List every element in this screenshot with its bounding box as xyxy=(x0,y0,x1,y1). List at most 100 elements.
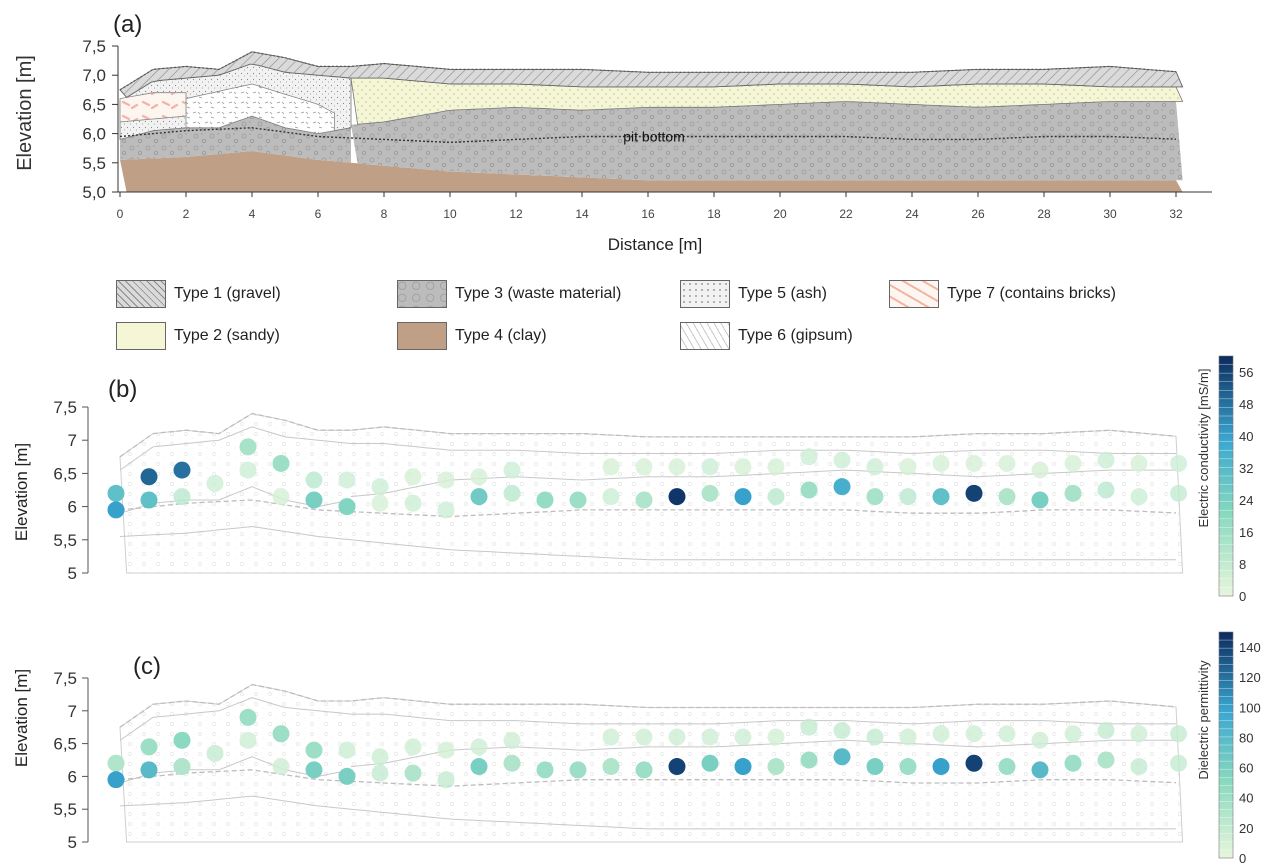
data-point xyxy=(503,731,521,749)
data-point xyxy=(965,484,983,502)
data-point xyxy=(1170,754,1188,772)
legend-label: Type 6 (gipsum) xyxy=(738,327,853,344)
data-point xyxy=(1064,725,1082,743)
data-point xyxy=(1170,725,1188,743)
data-point xyxy=(1130,758,1148,776)
annotation-pit-bottom: pit bottom xyxy=(623,129,684,145)
top-surface-line xyxy=(119,412,1177,458)
colorbar-label-c: Dielectric permittivity xyxy=(1196,660,1211,780)
data-point xyxy=(371,494,389,512)
y-tick-label: 6 xyxy=(68,498,77,517)
colorbar-tick-label: 0 xyxy=(1239,589,1246,604)
x-tick-label-a: 32 xyxy=(1169,207,1183,221)
layer-boundary xyxy=(119,525,1176,561)
data-point xyxy=(767,728,785,746)
data-point xyxy=(635,728,653,746)
data-point xyxy=(371,478,389,496)
colorbar-tick-label: 120 xyxy=(1239,670,1261,685)
data-point xyxy=(437,501,455,519)
y-tick-label: 5,5 xyxy=(53,531,77,550)
data-point xyxy=(338,471,356,489)
data-point xyxy=(437,471,455,489)
data-point xyxy=(998,725,1016,743)
x-tick-label-a: 0 xyxy=(117,207,124,221)
colorbar-label-b: Electric conductivity [mS/m] xyxy=(1196,369,1211,528)
data-point xyxy=(206,744,224,762)
x-tick-label-a: 4 xyxy=(249,207,256,221)
data-point xyxy=(470,738,488,756)
data-point xyxy=(437,771,455,789)
data-point xyxy=(239,731,257,749)
data-point xyxy=(1064,454,1082,472)
data-point xyxy=(635,761,653,779)
x-tick-label-a: 30 xyxy=(1103,207,1117,221)
data-point xyxy=(833,721,851,739)
data-point xyxy=(965,725,983,743)
data-point xyxy=(767,758,785,776)
data-point xyxy=(1064,754,1082,772)
layer-waste-material xyxy=(351,101,1183,181)
data-point xyxy=(1031,491,1049,509)
data-point xyxy=(899,758,917,776)
data-point xyxy=(404,764,422,782)
data-point xyxy=(437,741,455,759)
legend-swatch-ash xyxy=(680,280,730,308)
data-point xyxy=(833,451,851,469)
data-point xyxy=(668,488,686,506)
data-point xyxy=(173,731,191,749)
data-point xyxy=(602,758,620,776)
data-point xyxy=(668,728,686,746)
y-tick-label: 7 xyxy=(68,431,77,450)
data-point xyxy=(140,738,158,756)
x-tick-label-a: 26 xyxy=(971,207,985,221)
legend-item-waste: Type 3 (waste material) xyxy=(397,280,621,308)
y-tick-label: 6,5 xyxy=(53,464,77,483)
colorbar-tick-label: 0 xyxy=(1239,851,1246,864)
layer-waste-material-left xyxy=(120,116,351,163)
colorbar-tick-label: 48 xyxy=(1239,397,1253,412)
pit-bottom-line xyxy=(119,769,1177,787)
x-tick-label-a: 18 xyxy=(707,207,721,221)
data-point xyxy=(1097,481,1115,499)
data-point xyxy=(1097,451,1115,469)
data-point xyxy=(701,728,719,746)
data-point xyxy=(272,488,290,506)
layer-boundary xyxy=(119,697,1176,741)
data-point xyxy=(272,454,290,472)
layer-bricks xyxy=(119,92,187,123)
data-point xyxy=(536,491,554,509)
axis-ylabel-b: Elevation [m] xyxy=(12,443,31,541)
data-point xyxy=(404,468,422,486)
colorbar-tick-label: 140 xyxy=(1239,640,1261,655)
data-point xyxy=(602,458,620,476)
legend-label: Type 2 (sandy) xyxy=(174,327,280,344)
y-tick-label: 6 xyxy=(68,767,77,786)
data-point xyxy=(965,454,983,472)
axis-ylabel-a: Elevation [m] xyxy=(14,55,36,171)
colorbar-tick-label: 16 xyxy=(1239,525,1253,540)
data-point xyxy=(569,491,587,509)
pit-bottom-line xyxy=(119,127,1177,144)
data-point xyxy=(371,764,389,782)
layer-boundary xyxy=(119,795,1176,830)
data-point xyxy=(1170,484,1188,502)
data-point xyxy=(701,484,719,502)
data-point xyxy=(866,458,884,476)
data-point xyxy=(899,458,917,476)
y-tick-label: 6,5 xyxy=(53,735,77,754)
data-point xyxy=(404,738,422,756)
data-point xyxy=(701,754,719,772)
y-tick-label-a: 6,0 xyxy=(82,125,106,144)
x-tick-label-a: 24 xyxy=(905,207,919,221)
data-point xyxy=(866,728,884,746)
data-point xyxy=(767,488,785,506)
conductivity-plot: 5 5,5 6 6,5 7 7,5 0 8 16 24 32 40 48 56 xyxy=(53,355,1253,604)
x-tick-label-a: 6 xyxy=(315,207,322,221)
legend-label: Type 1 (gravel) xyxy=(174,285,281,302)
data-point xyxy=(107,484,125,502)
legend-item-sandy: Type 2 (sandy) xyxy=(116,322,280,350)
colorbar-tick-label: 80 xyxy=(1239,730,1253,745)
data-point xyxy=(470,468,488,486)
data-point xyxy=(899,728,917,746)
